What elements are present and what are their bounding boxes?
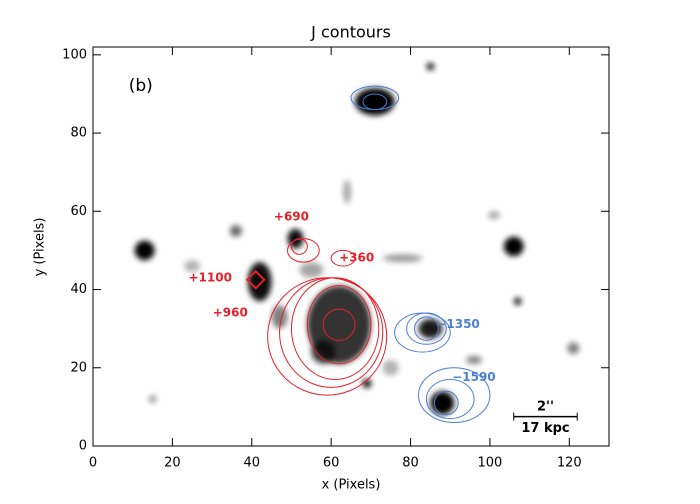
annotation: −1590 [452,370,495,384]
plot-frame [92,46,610,447]
scale-bar-label: 2'' [537,399,554,414]
y-tick-label: 20 [70,360,87,375]
contour [417,367,491,424]
contour [306,285,372,365]
source [382,254,423,263]
source [354,88,395,116]
source [362,378,372,389]
x-tick-label: 20 [164,456,181,471]
source [487,211,500,220]
source [184,260,201,272]
contour [394,312,451,353]
source [567,342,580,355]
source [343,180,351,204]
annotation: +960 [213,306,248,320]
chart-title: J contours [310,23,391,42]
contour [433,390,459,416]
source [466,356,482,364]
panel-label: (b) [129,76,153,96]
contour [414,316,439,341]
x-tick-label: 60 [323,456,340,471]
source [287,228,304,249]
contour [330,249,356,267]
contour [425,379,475,420]
contour [267,277,388,396]
contour [322,308,356,341]
x-axis-label: x (Pixels) [322,478,381,493]
annotation: +360 [339,251,374,265]
source [503,236,524,257]
annotation: +690 [274,210,309,224]
annotation: −1350 [436,317,479,331]
y-tick-label: 80 [70,126,87,141]
x-tick-label: 0 [89,456,97,471]
y-tick-label: 60 [70,204,87,219]
y-axis-label: y (Pixels) [33,218,48,277]
source [134,240,155,261]
source [418,318,443,339]
y-tick-label: 0 [79,439,87,454]
source [229,224,242,237]
contour-diamond [245,269,266,290]
annotation: +1100 [188,270,231,284]
contour [350,85,400,111]
x-tick-label: 120 [557,456,582,471]
source [247,262,272,302]
contours [245,85,491,424]
source [148,395,157,403]
y-tick-label: 40 [70,282,87,297]
source [311,340,336,364]
x-tick-label: 100 [478,456,503,471]
source [426,62,435,71]
contour [286,238,320,263]
x-tick-label: 40 [243,456,260,471]
source [299,262,324,278]
x-tick-label: 80 [402,456,419,471]
y-tick-label: 100 [62,47,87,62]
source [513,297,522,306]
source [382,359,399,376]
image [134,62,580,415]
scale-bar-label: 17 kpc [521,421,569,436]
